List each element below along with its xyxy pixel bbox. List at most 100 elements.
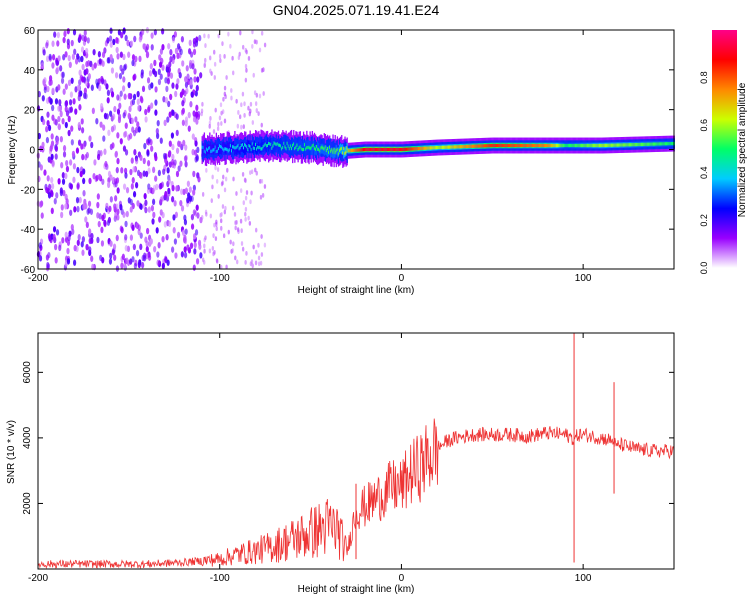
heatmap-cell — [234, 225, 237, 231]
heatmap-cell — [609, 143, 611, 147]
heatmap-cell — [231, 55, 234, 61]
heatmap-cell — [43, 169, 47, 176]
heatmap-cell — [296, 142, 298, 152]
heatmap-cell — [217, 194, 220, 199]
heatmap-cell — [99, 150, 103, 157]
heatmap-cell — [109, 41, 113, 48]
heatmap-cell — [444, 145, 446, 149]
heatmap-cell — [500, 143, 502, 148]
heatmap-cell — [638, 142, 641, 147]
heatmap-cell — [212, 148, 214, 152]
heatmap-cell — [73, 206, 77, 213]
heatmap-cell — [113, 203, 117, 210]
heatmap-cell — [68, 61, 72, 69]
heatmap-cell — [427, 146, 429, 150]
heatmap-cell — [59, 135, 63, 143]
heatmap-cell — [403, 147, 405, 151]
heatmap-cell — [414, 147, 416, 151]
heatmap-cell — [48, 75, 53, 82]
heatmap-cell — [42, 49, 46, 56]
heatmap-cell — [78, 196, 82, 204]
heatmap-cell — [158, 183, 162, 190]
heatmap-cell — [255, 170, 258, 176]
x-tick-label: 100 — [575, 273, 592, 284]
heatmap-cell — [296, 143, 298, 147]
heatmap-cell — [222, 233, 226, 239]
heatmap-cell — [254, 142, 257, 147]
heatmap-cell — [166, 167, 170, 174]
heatmap-cell — [45, 186, 49, 194]
heatmap-cell — [101, 214, 105, 222]
heatmap-cell — [385, 147, 388, 152]
heatmap-cell — [47, 192, 52, 199]
heatmap-cell — [236, 145, 238, 155]
heatmap-cell — [319, 137, 321, 156]
heatmap-cell — [218, 53, 222, 59]
heatmap-cell — [534, 143, 536, 148]
heatmap-cell — [73, 259, 77, 266]
heatmap-cell — [239, 146, 242, 150]
heatmap-cell — [353, 148, 355, 152]
heatmap-cell — [203, 260, 206, 265]
heatmap-cell — [109, 110, 113, 117]
heatmap-cell — [199, 72, 203, 79]
heatmap-cell — [197, 239, 202, 247]
heatmap-cell — [175, 147, 180, 154]
heatmap-cell — [221, 145, 223, 149]
colorbar-gradient — [712, 30, 737, 268]
heatmap-cell — [171, 184, 175, 192]
heatmap-cell — [85, 79, 89, 87]
heatmap-cell — [168, 150, 172, 157]
heatmap-cell — [347, 149, 349, 153]
heatmap-cell — [255, 108, 258, 113]
heatmap-cell — [183, 218, 188, 226]
heatmap-cell — [200, 108, 204, 114]
heatmap-cell — [269, 142, 271, 146]
heatmap-cell — [363, 147, 366, 152]
heatmap-cell — [104, 160, 108, 168]
heatmap-cell — [319, 149, 321, 153]
heatmap-cell — [147, 254, 152, 261]
heatmap-cell — [317, 141, 319, 151]
heatmap-cell — [240, 142, 243, 152]
heatmap-cell — [130, 157, 134, 164]
heatmap-cell — [117, 116, 122, 124]
heatmap-cell — [38, 255, 43, 262]
heatmap-cell — [182, 139, 186, 147]
heatmap-cell — [338, 148, 341, 152]
heatmap-cell — [615, 143, 618, 147]
heatmap-cell — [307, 145, 309, 150]
heatmap-cell — [419, 146, 421, 151]
heatmap-cell — [103, 79, 107, 86]
heatmap-cell — [77, 94, 81, 102]
heatmap-cell — [214, 165, 217, 171]
y-tick-label: 60 — [24, 26, 36, 37]
heatmap-cell — [244, 206, 248, 212]
heatmap-cell — [234, 146, 236, 150]
heatmap-cell — [123, 93, 127, 100]
heatmap-cell — [137, 126, 141, 133]
heatmap-cell — [283, 141, 285, 151]
heatmap-cell — [209, 115, 212, 121]
snr-y-ticks: 2000 4000 6000 — [22, 361, 674, 515]
heatmap-cell — [114, 150, 118, 158]
heatmap-cell — [42, 118, 46, 126]
heatmap-cell — [333, 148, 335, 158]
heatmap-cell — [208, 123, 211, 129]
heatmap-cell — [105, 202, 109, 210]
heatmap-cell — [105, 83, 109, 90]
heatmap-cell — [368, 147, 370, 152]
heatmap-cell — [171, 36, 176, 43]
heatmap-cell — [390, 147, 392, 152]
heatmap-cell — [227, 229, 230, 235]
heatmap-cell — [459, 145, 462, 149]
heatmap-cell — [184, 116, 189, 123]
heatmap-cell — [188, 186, 192, 193]
colorbar-tick-label: 0.0 — [699, 262, 709, 275]
heatmap-cell — [96, 236, 100, 244]
heatmap-cell — [288, 147, 291, 151]
heatmap-cell — [614, 143, 617, 147]
heatmap-cell — [394, 147, 396, 152]
heatmap-cell — [365, 147, 367, 152]
heatmap-cell — [262, 91, 265, 96]
